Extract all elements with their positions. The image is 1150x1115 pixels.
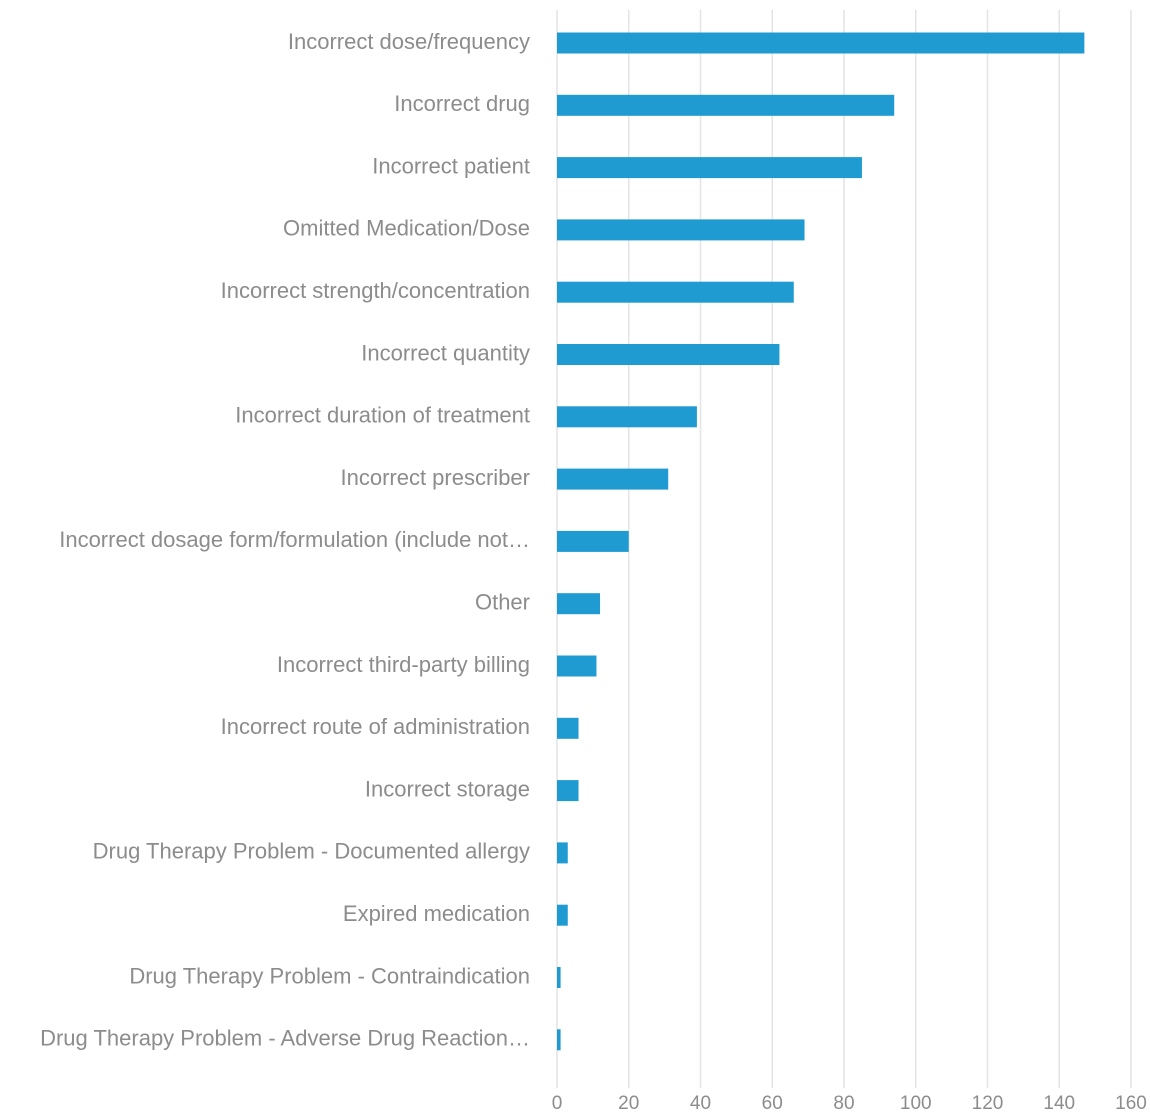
bar [557, 468, 669, 490]
x-tick-label: 100 [900, 1093, 932, 1114]
category-label: Incorrect prescriber [340, 465, 530, 490]
category-labels: Incorrect dose/frequency Incorrect drug In… [40, 29, 530, 1051]
x-tick-label: 80 [833, 1093, 854, 1114]
bar [557, 655, 597, 677]
category-label: Incorrect dose/frequency [288, 29, 530, 54]
x-tick-label: 120 [972, 1093, 1004, 1114]
x-tick-label: 40 [690, 1093, 711, 1114]
x-tick-label: 60 [762, 1093, 783, 1114]
bar [557, 967, 561, 988]
bar [557, 344, 780, 365]
bar [557, 842, 568, 864]
bar [557, 94, 895, 116]
category-label: Other [475, 590, 530, 615]
bar [557, 406, 697, 428]
bar [557, 1029, 561, 1051]
category-label: Omitted Medication/Dose [283, 216, 530, 241]
bar [557, 530, 629, 552]
category-label: Incorrect patient [372, 153, 530, 178]
category-label: Drug Therapy Problem - Contraindication [129, 963, 530, 988]
x-tick-label: 140 [1043, 1093, 1075, 1114]
bar [557, 717, 579, 739]
category-label: Incorrect third-party billing [277, 652, 530, 677]
x-tick-label: 0 [552, 1093, 563, 1114]
category-label: Expired medication [343, 901, 530, 926]
category-label: Incorrect route of administration [221, 714, 530, 739]
gridlines [556, 10, 1132, 1088]
bar [557, 281, 794, 303]
category-label: Incorrect strength/concentration [221, 278, 530, 303]
x-tick-labels: 0 20 40 60 80 100 120 140 160 [552, 1093, 1147, 1114]
bar [557, 157, 862, 179]
bar [557, 32, 1085, 54]
x-tick-label: 20 [618, 1093, 639, 1114]
bars [557, 32, 1085, 1051]
category-label: Drug Therapy Problem - Adverse Drug Reac… [40, 1026, 530, 1051]
x-tick-label: 160 [1115, 1093, 1147, 1114]
category-label: Incorrect quantity [361, 340, 530, 365]
category-label: Incorrect drug [394, 91, 530, 116]
bar [557, 904, 568, 926]
category-label: Incorrect dosage form/formulation (inclu… [59, 527, 530, 552]
category-label: Incorrect storage [365, 776, 530, 801]
bar [557, 593, 601, 615]
category-label: Drug Therapy Problem - Documented allerg… [93, 839, 530, 864]
bar [557, 780, 579, 802]
bar [557, 219, 805, 241]
category-label: Incorrect duration of treatment [235, 403, 530, 428]
